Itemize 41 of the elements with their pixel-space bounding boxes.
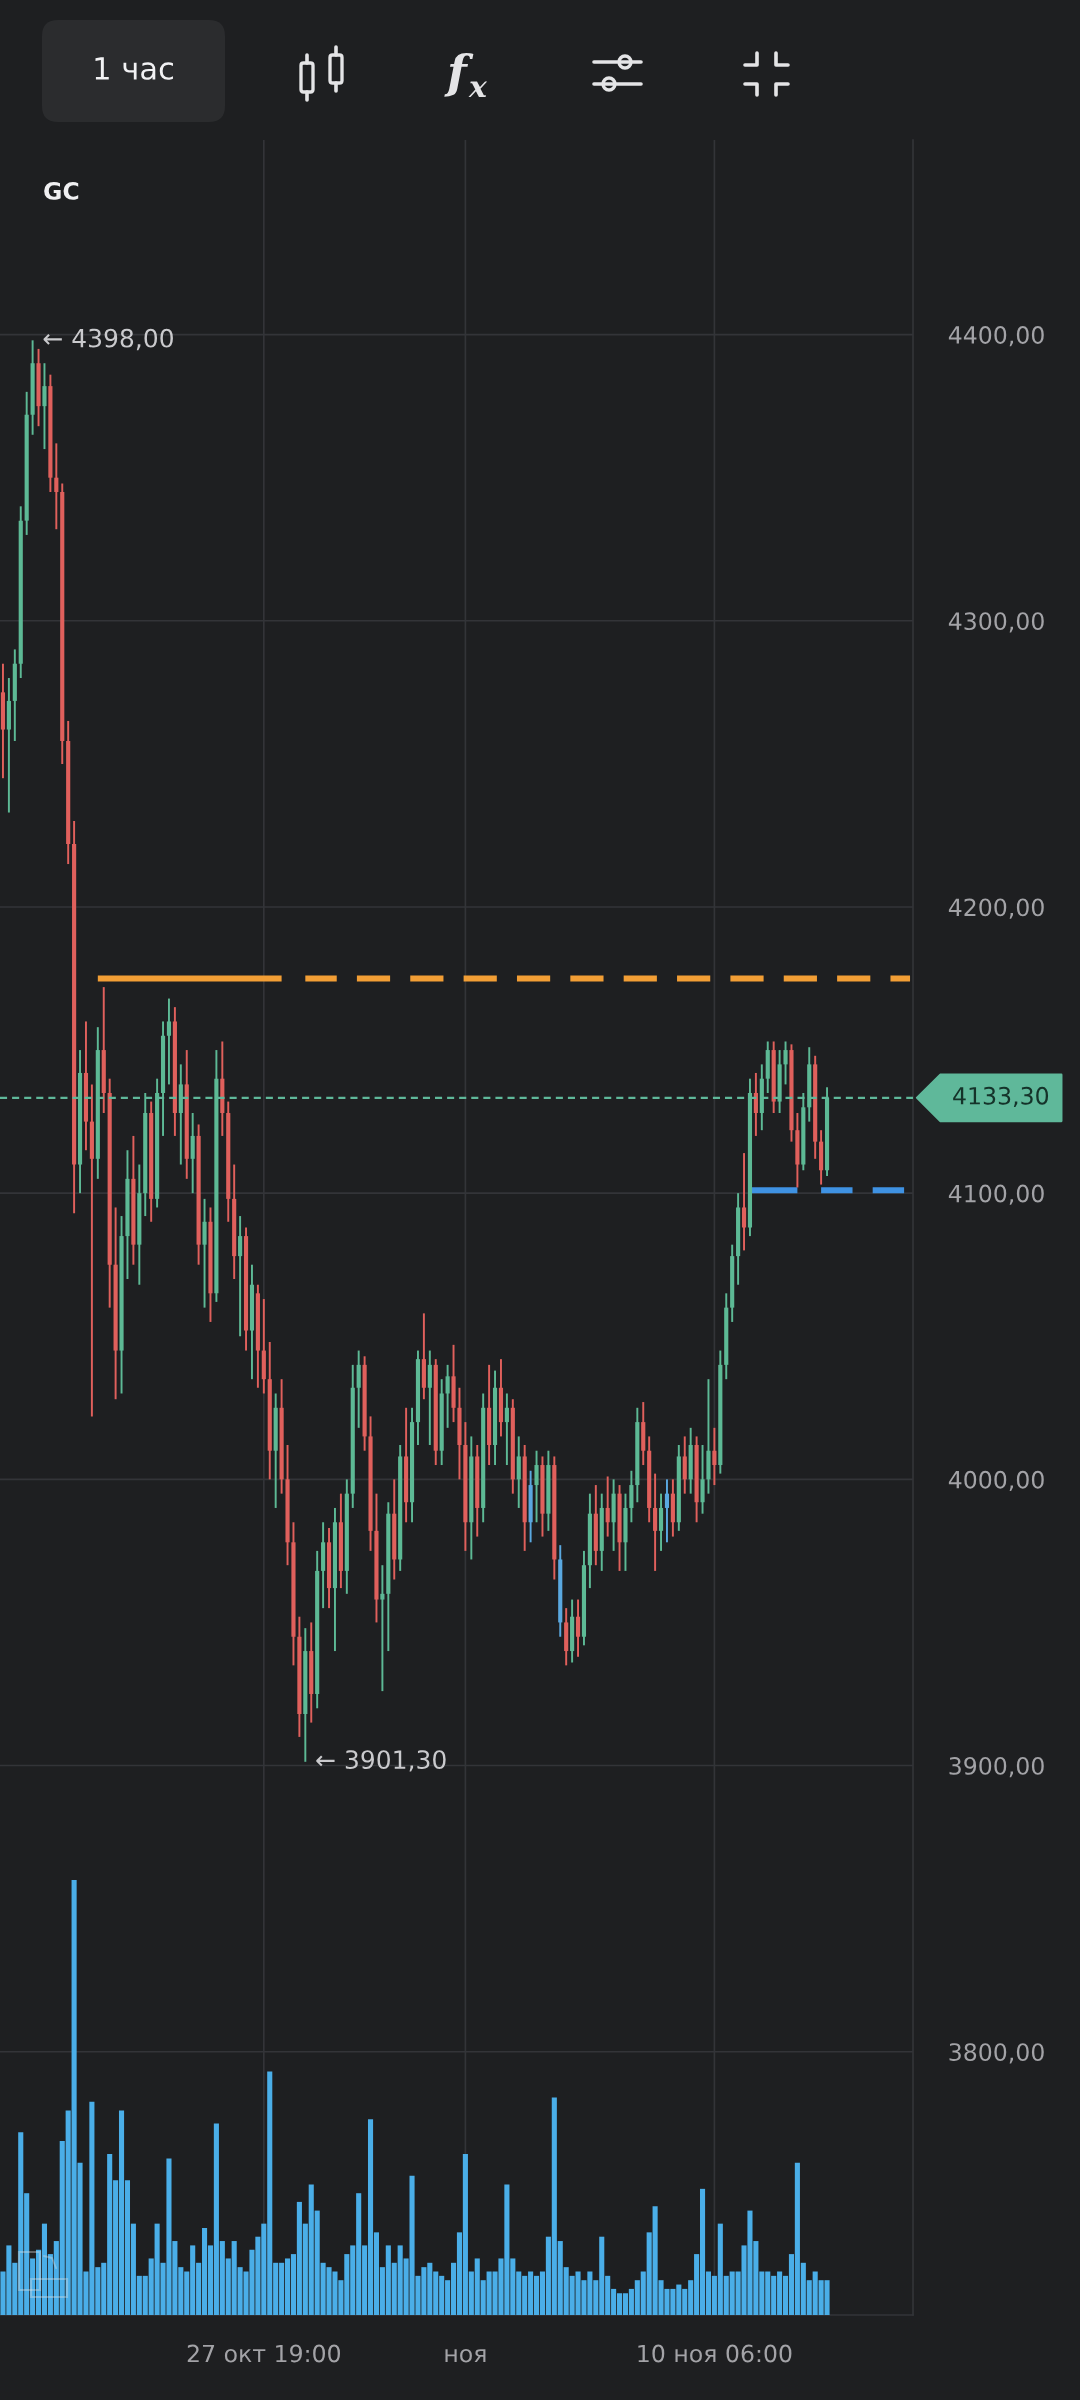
candlestick (783, 1040, 788, 1086)
annotation: ← 4398,00 (43, 328, 173, 351)
candlestick (712, 1426, 717, 1487)
annotation: ← 3901,30 (316, 1750, 446, 1772)
y-tick-label: 4300,00 (948, 612, 1044, 633)
candlestick (741, 1152, 747, 1252)
candlestick (190, 1112, 195, 1195)
candlestick (658, 1492, 664, 1552)
candlestick (89, 1083, 94, 1418)
candlestick (445, 1363, 450, 1429)
candlestick (534, 1449, 539, 1524)
candlestick (238, 1215, 243, 1338)
candlestick (516, 1435, 521, 1509)
y-tick-label: 4100,00 (948, 1184, 1044, 1205)
candlestick (504, 1392, 509, 1466)
candlestick (42, 362, 47, 451)
candlestick (753, 1071, 758, 1137)
x-tick-label: 27 окт 19:00 (187, 2344, 341, 2363)
y-tick-label: 3800,00 (949, 2043, 1044, 2064)
candlestick (700, 1444, 705, 1515)
candlestick (664, 1478, 670, 1544)
candlestick (575, 1598, 581, 1658)
candlestick (202, 1197, 207, 1309)
candlestick (427, 1349, 432, 1446)
ref-line-label: 4133,30 (953, 1086, 1049, 1108)
x-tick-label: ноя (445, 2348, 486, 2363)
candlestick (166, 997, 172, 1086)
x-tick-label: 10 ноя 06:00 (638, 2344, 792, 2363)
y-tick-label: 4400,00 (948, 326, 1044, 347)
candlestick (605, 1475, 610, 1538)
text: 1 час (95, 57, 173, 80)
candlestick (629, 1469, 634, 1524)
candlestick (682, 1435, 687, 1495)
y-tick-label: 3900,00 (949, 1756, 1044, 1778)
text: GC (44, 181, 79, 200)
candlestick (356, 1349, 361, 1429)
candlestick (54, 442, 59, 531)
candlestick (380, 1564, 385, 1693)
y-tick-label: 4000,00 (948, 1470, 1044, 1492)
y-tick-label: 4200,00 (948, 898, 1044, 919)
candlestick (653, 1472, 658, 1572)
